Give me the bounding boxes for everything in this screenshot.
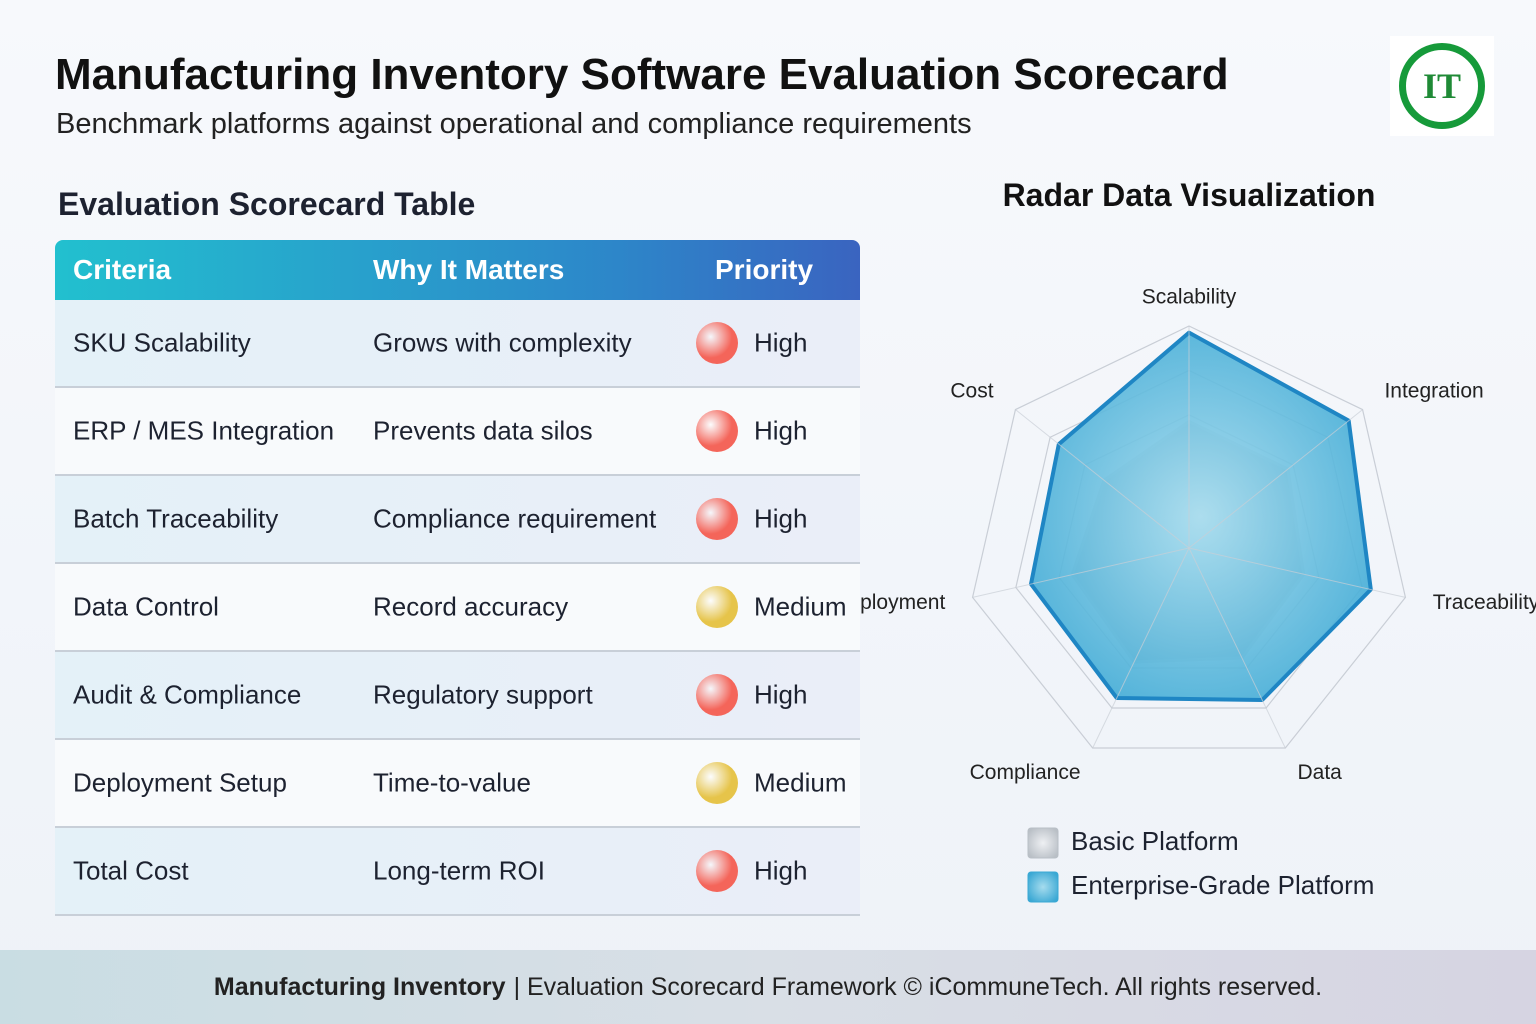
axis-label: Integration: [1384, 380, 1483, 403]
logo: IT: [1390, 36, 1494, 136]
column-header: Why It Matters: [373, 254, 565, 285]
why-cell: Grows with complexity: [373, 327, 632, 358]
scorecard-table: Criteria Why It Matters Priority SKU Scalab…: [55, 240, 860, 916]
criteria-cell: Batch Traceability: [73, 503, 279, 534]
criteria-cell: SKU Scalability: [73, 327, 251, 358]
grid-ring: [971, 325, 1407, 749]
axis-label: Deployment: [860, 591, 945, 614]
priority-dot: [696, 586, 738, 628]
page-subtitle: Benchmark platforms against operational …: [56, 108, 972, 140]
axis-label: Cost: [950, 380, 993, 403]
table-title: Evaluation Scorecard Table: [58, 186, 476, 222]
criteria-cell: ERP / MES Integration: [73, 415, 335, 446]
criteria-cell: Audit & Compliance: [73, 679, 302, 710]
priority-cell: High: [754, 855, 808, 886]
legend-label: Basic Platform: [1071, 826, 1239, 856]
priority-cell: High: [754, 327, 808, 358]
table-row: Deployment Setup Time-to-value Medium: [55, 740, 860, 828]
spoke: [1092, 547, 1190, 749]
criteria-cell: Deployment Setup: [73, 767, 287, 798]
priority-dot: [696, 674, 738, 716]
table-row: ERP / MES Integration Prevents data silos…: [55, 388, 860, 476]
radar-area: [1029, 330, 1373, 703]
priority-dot: [696, 850, 738, 892]
footer: Manufacturing Inventory | Evaluation Scor…: [0, 950, 1536, 1024]
why-cell: Record accuracy: [373, 591, 569, 622]
footer-brand: Manufacturing Inventory: [213, 972, 506, 1001]
axis-label: Scalability: [1142, 286, 1237, 309]
table-row: Audit & Compliance Regulatory support High: [55, 652, 860, 740]
table-row: Batch Traceability Compliance requirement…: [55, 476, 860, 564]
why-cell: Time-to-value: [373, 767, 531, 798]
why-cell: Prevents data silos: [373, 415, 593, 446]
axis-label: Traceability: [1433, 591, 1536, 614]
priority-cell: Medium: [754, 591, 847, 622]
logo-text: IT: [1399, 43, 1485, 129]
legend-label: Enterprise-Grade Platform: [1071, 870, 1374, 900]
priority-cell: High: [754, 679, 808, 710]
footer-text: | Evaluation Scorecard Framework © iComm…: [513, 972, 1323, 1001]
spoke: [1188, 409, 1363, 549]
table-row: SKU Scalability Grows with complexity High: [55, 300, 860, 388]
priority-cell: High: [754, 503, 808, 534]
table-row: Data Control Record accuracy Medium: [55, 564, 860, 652]
spoke: [1188, 547, 1406, 598]
legend-swatch: [1027, 827, 1059, 859]
column-header: Criteria: [73, 254, 172, 285]
criteria-cell: Data Control: [73, 591, 219, 622]
column-header: Priority: [715, 254, 814, 285]
spoke: [972, 547, 1190, 598]
priority-cell: High: [754, 415, 808, 446]
spoke: [1015, 409, 1190, 549]
legend-swatch: [1027, 871, 1059, 903]
axis-label: Compliance: [970, 761, 1081, 784]
priority-dot: [696, 498, 738, 540]
axis-label: Data: [1297, 761, 1342, 784]
priority-dot: [696, 410, 738, 452]
priority-dot: [696, 762, 738, 804]
table-header: Criteria Why It Matters Priority: [55, 240, 860, 300]
chart-title: Radar Data Visualization: [1003, 177, 1376, 213]
why-cell: Compliance requirement: [373, 503, 657, 534]
priority-cell: Medium: [754, 767, 847, 798]
criteria-cell: Total Cost: [73, 855, 189, 886]
why-cell: Long-term ROI: [373, 855, 545, 886]
priority-dot: [696, 322, 738, 364]
why-cell: Regulatory support: [373, 679, 593, 710]
spoke: [1188, 547, 1286, 749]
table-row: Total Cost Long-term ROI High: [55, 828, 860, 916]
radar-chart: Radar Data Visualization Scalability Inte…: [860, 177, 1536, 903]
page-title: Manufacturing Inventory Software Evaluat…: [55, 50, 1229, 99]
